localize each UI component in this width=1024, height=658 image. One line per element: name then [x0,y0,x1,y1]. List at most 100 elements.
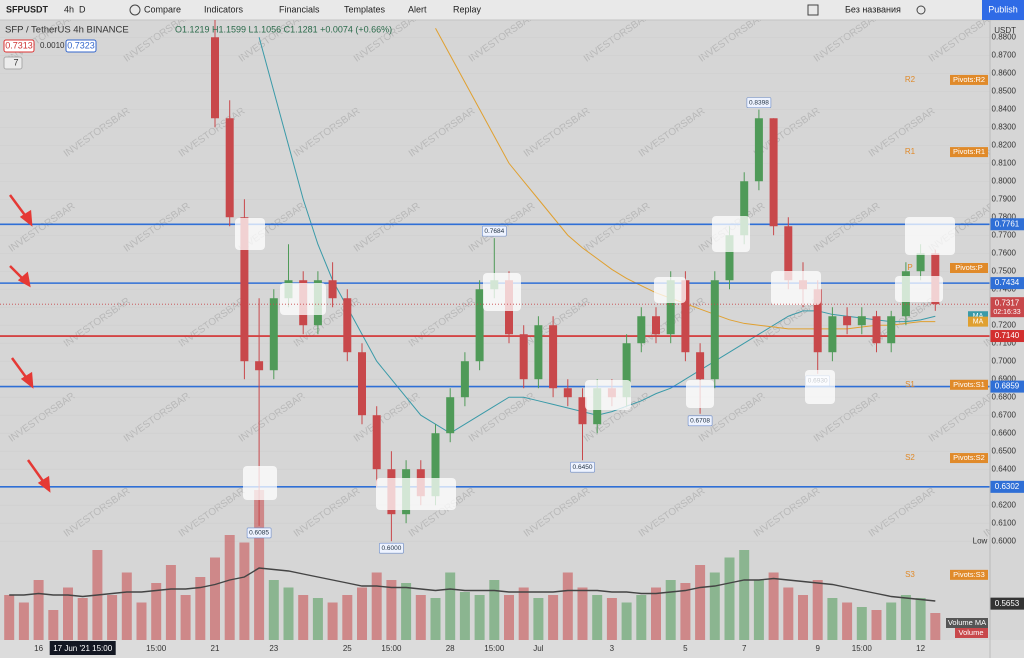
candle-body [887,316,896,344]
interval[interactable]: 4h [64,4,74,14]
pivot-label: Pivots:R2 [953,75,985,84]
arrow [8,194,29,219]
y-tick-label: 0.8300 [992,122,1017,131]
volume-bar [798,595,808,640]
indicators-button[interactable]: Indicators [204,4,244,14]
volume-bar [871,610,882,640]
pivot-label: Pivots:S2 [953,453,985,462]
publish-label[interactable]: Publish [988,4,1018,14]
volume-bar [136,602,147,640]
compare-button[interactable]: Compare [144,4,181,14]
candle-body [813,289,822,353]
extreme-label-box [687,415,713,427]
level-label: 0.6302 [995,482,1020,491]
extreme-label-box [246,527,272,539]
volume-bar [18,602,29,640]
volume-bar [562,572,573,640]
arrowhead [17,271,31,288]
volume-bar [768,572,779,640]
volume-bar [77,598,88,640]
candle-body [769,118,778,227]
volume-bar [195,577,206,640]
layout-name[interactable]: Без названия [845,4,901,14]
pivot-label: Pivots:P [955,263,983,272]
volume-bar [151,583,162,640]
level-label: 0.7140 [995,331,1020,340]
templates-button[interactable]: Templates [344,4,386,14]
volume-bar [842,602,853,640]
volume-bar [680,583,691,640]
legend-ohlc: O1.1219 H1.1599 L1.1056 C1.1281 +0.0074 … [175,24,392,34]
replay-button[interactable]: Replay [453,4,482,14]
volume-bar [254,490,265,640]
volume-bar [827,598,838,640]
annotation-arrows [8,194,51,493]
indicators-toggle[interactable] [3,56,23,70]
volume-bar [386,580,397,640]
pivot-name: R2 [905,75,916,84]
candle-body [916,253,925,272]
y-tick-label: 0.7600 [992,248,1017,257]
extreme-label-box [746,97,772,108]
volume-bar [327,602,338,640]
candle-body [578,397,587,425]
arrowhead [20,371,34,389]
volume-bar [107,595,118,640]
x-tick-label: 21 [211,644,220,653]
candle-body [622,343,631,398]
symbol[interactable]: SFPUSDT [6,4,49,14]
arrow [26,459,47,485]
highlight-box [895,276,943,302]
x-tick-label: 3 [610,644,615,653]
level-tag [990,380,1024,393]
y-tick-label: 0.6500 [992,446,1017,455]
settings-icon[interactable] [916,5,926,15]
publish-button[interactable] [982,0,1024,20]
candle-body [343,298,352,353]
candle-body [857,316,866,326]
volume-bar [415,595,426,640]
pivot-tag [950,569,988,580]
candle-body [549,325,558,389]
candle-body [872,316,881,344]
y-tick-label: 0.7000 [992,356,1017,365]
interval[interactable]: D [79,4,86,14]
legend: SFP / TetherUS 4h BINANCE O1.1219 H1.159… [3,24,392,70]
volume-bar [533,598,544,640]
volume-bar [651,587,661,640]
highlight-box [483,273,521,311]
x-tick-label: 15:00 [852,644,873,653]
volume-bar [577,587,588,640]
volume-name: Volume [958,628,983,637]
y-tick-label: 0.6600 [992,428,1017,437]
y-tick-label: 0.8600 [992,68,1017,77]
pivot-tag [950,379,988,390]
financials-button[interactable]: Financials [279,4,320,14]
crosshair-time-box [49,641,116,655]
ma-tag-label: MA [973,318,984,325]
level-tag [990,277,1024,290]
indicators-count[interactable]: 7 [13,57,18,67]
highlight-box [654,277,686,303]
pivot-label: Pivots:R1 [953,147,985,156]
pivot-name: R1 [905,147,916,156]
volume-name-box [955,628,988,638]
candle-body [843,316,852,326]
extreme-label: 0.6000 [381,545,401,552]
highlight-box [712,216,750,252]
ask-box [65,39,97,53]
volume-bar [783,587,794,640]
bid-box [3,39,35,53]
volume-bar [592,595,603,640]
alert-button[interactable]: Alert [408,4,427,14]
highlight-box [280,283,326,315]
layout-icon[interactable] [807,4,819,16]
volume-bar [915,598,926,640]
volume-bar [812,580,823,640]
x-tick-label: 5 [683,644,688,653]
candle-body [696,352,705,380]
candle-body [431,433,440,497]
volume-bar [268,580,279,640]
x-tick-label: 9 [815,644,820,653]
